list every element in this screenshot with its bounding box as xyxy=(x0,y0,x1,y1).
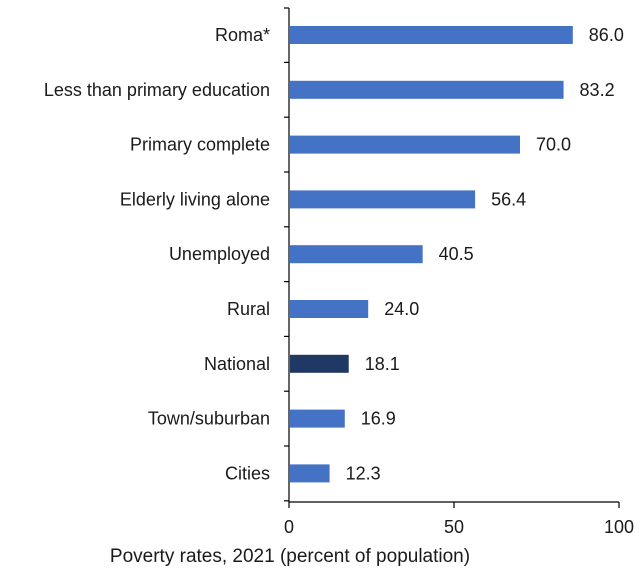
bars-layer: Roma* 86.0 Less than primary education 83.2… xyxy=(44,25,624,483)
value-label-town-suburban: 16.9 xyxy=(361,409,396,429)
value-label-elderly-living-alone: 56.4 xyxy=(491,189,526,209)
value-label-less-than-primary-education: 83.2 xyxy=(580,80,615,100)
x-tick-label: 100 xyxy=(604,517,634,537)
value-label-primary-complete: 70.0 xyxy=(536,135,571,155)
x-tick-label: 0 xyxy=(284,517,294,537)
category-label-cities: Cities xyxy=(225,463,270,483)
category-label-rural: Rural xyxy=(227,299,270,319)
x-tick-label: 50 xyxy=(444,517,464,537)
x-tick-labels: 0 50 100 xyxy=(284,502,634,537)
category-label-national: National xyxy=(204,354,270,374)
category-label-town-suburban: Town/suburban xyxy=(148,409,270,429)
bar-roma xyxy=(290,26,573,44)
category-label-roma: Roma* xyxy=(215,25,270,45)
value-label-rural: 24.0 xyxy=(384,299,419,319)
bar-elderly-living-alone xyxy=(290,190,476,209)
bar-town-suburban xyxy=(290,409,345,428)
x-axis-label: Poverty rates, 2021 (percent of populati… xyxy=(110,546,470,567)
value-label-cities: 12.3 xyxy=(346,463,381,483)
value-label-unemployed: 40.5 xyxy=(439,244,474,264)
value-label-national: 18.1 xyxy=(365,354,400,374)
bar-cities xyxy=(290,464,330,483)
category-label-primary-complete: Primary complete xyxy=(130,135,270,155)
category-label-less-than-primary-education: Less than primary education xyxy=(44,80,270,100)
bar-national xyxy=(290,354,349,373)
category-label-elderly-living-alone: Elderly living alone xyxy=(120,189,270,209)
value-label-roma: 86.0 xyxy=(589,25,624,45)
category-label-unemployed: Unemployed xyxy=(169,244,270,264)
bar-unemployed xyxy=(290,245,423,264)
bar-less-than-primary-education xyxy=(290,80,564,99)
bar-primary-complete xyxy=(290,135,520,154)
bar-rural xyxy=(290,300,369,318)
